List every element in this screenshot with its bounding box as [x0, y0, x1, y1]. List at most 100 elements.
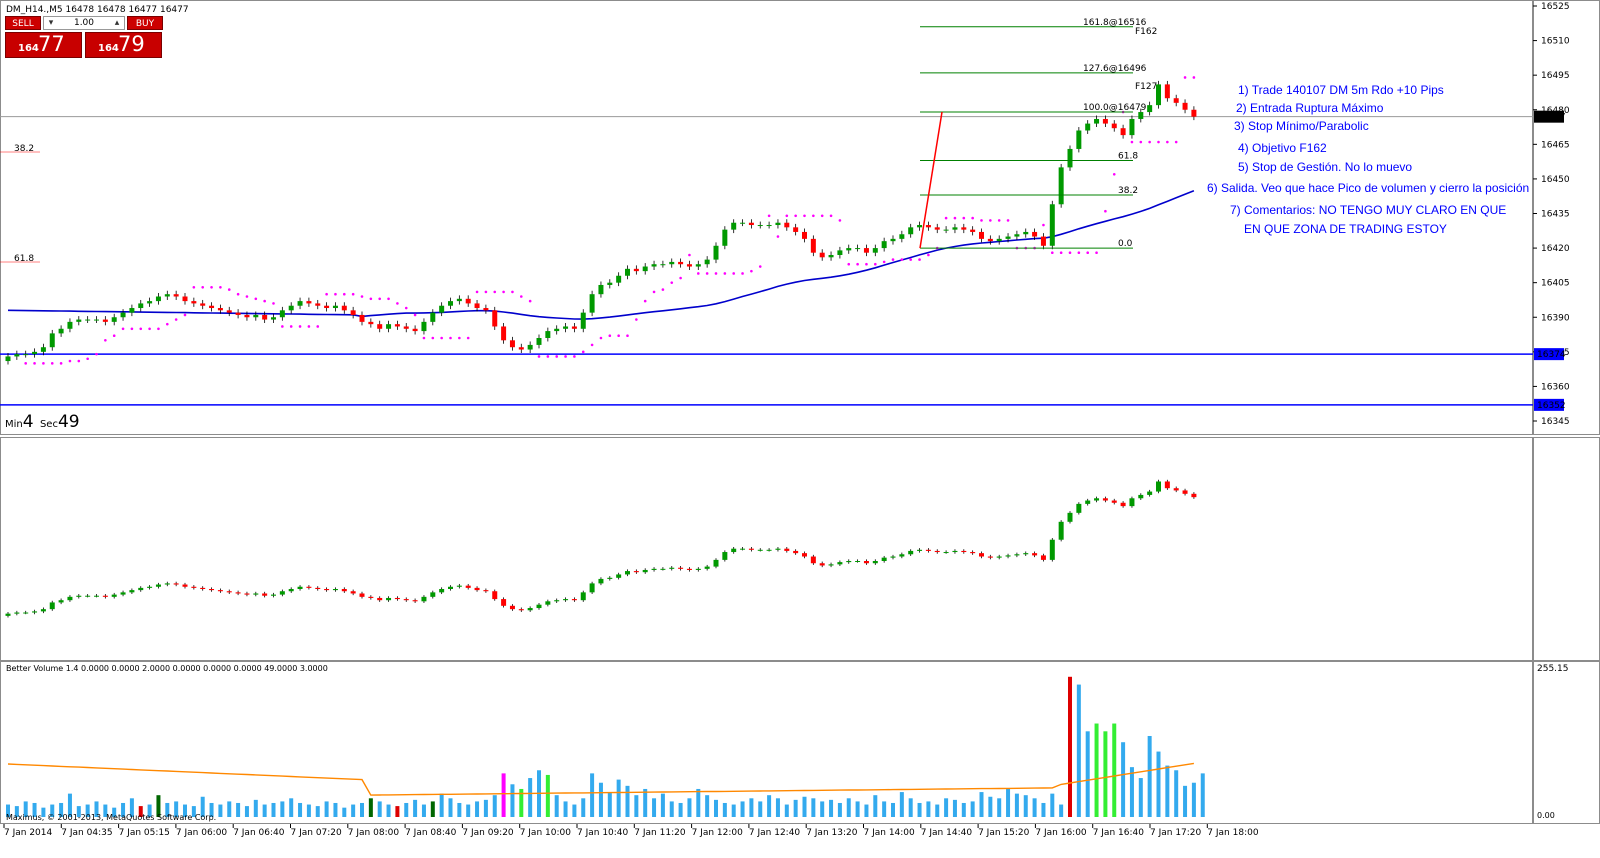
parabolic-sar-dot: [1095, 251, 1098, 254]
mid-candle-body: [147, 586, 153, 588]
timer-sec-value: 49: [57, 412, 80, 432]
parabolic-sar-dot: [909, 258, 912, 261]
parabolic-sar-dot: [776, 235, 780, 238]
mid-candle-body: [996, 556, 1002, 558]
candle-body: [85, 319, 91, 321]
price-tick-label: 16435: [1541, 210, 1570, 220]
volume-bar: [961, 802, 966, 817]
note-7: 7) Comentarios: NO TENGO MUY CLARO EN QU…: [1230, 203, 1507, 217]
candle-body: [979, 231, 984, 239]
volume-bar: [784, 804, 789, 817]
candle-body: [1005, 236, 1011, 239]
parabolic-sar-dot: [723, 272, 727, 275]
volume-bar: [864, 804, 869, 817]
volume-bar: [917, 802, 922, 817]
parabolic-sar-dot: [431, 336, 435, 340]
candle-body: [421, 321, 427, 332]
candle-body: [138, 303, 144, 309]
fibo-trend-line: [919, 111, 943, 249]
mid-candle-body: [120, 592, 126, 595]
volume-bar: [714, 799, 718, 817]
price-tick-label: 16450: [1541, 175, 1570, 185]
candle-body: [651, 264, 657, 267]
parabolic-sar-dot: [944, 216, 948, 220]
mid-candle-body: [819, 563, 825, 566]
fibo-level-label: 127.6@16496: [1083, 64, 1147, 74]
sell-price-box[interactable]: 164 77: [5, 32, 82, 58]
parabolic-sar-dot: [688, 253, 691, 257]
volume-axis-top: 255.15: [1537, 664, 1569, 674]
candle-body: [536, 338, 542, 345]
price-axis-pane: [1533, 0, 1600, 435]
mid-candle-body: [1191, 493, 1197, 498]
parabolic-sar-dot: [466, 336, 470, 340]
time-tick-label: 7 Jan 09:20: [462, 828, 514, 838]
candle-body: [1120, 128, 1126, 136]
candle-body: [474, 303, 480, 309]
sell-price-big: 77: [38, 32, 65, 56]
parabolic-sar-dot: [121, 327, 125, 331]
volume-chart[interactable]: [0, 661, 1600, 824]
mid-candle-body: [191, 586, 197, 588]
secondary-chart-pane[interactable]: [0, 437, 1533, 661]
parabolic-sar-dot: [555, 355, 558, 358]
candle-body: [102, 319, 108, 322]
candle-body: [173, 294, 179, 297]
volume-bar: [165, 802, 170, 817]
candle-body: [704, 259, 710, 265]
buy-price-box[interactable]: 164 79: [85, 32, 162, 58]
candle-body: [5, 356, 11, 362]
buy-button[interactable]: BUY: [127, 16, 163, 30]
lot-size-input[interactable]: 1.00: [73, 18, 95, 28]
volume-bar: [590, 773, 595, 817]
sell-button[interactable]: SELL: [5, 16, 41, 30]
mid-candle-body: [554, 600, 560, 602]
mid-candle-body: [235, 592, 241, 594]
candle-body: [40, 347, 46, 352]
volume-bar: [227, 801, 232, 817]
candle-body: [695, 264, 701, 267]
lot-up-arrow-icon[interactable]: ▴: [114, 18, 120, 28]
volume-bar: [360, 802, 364, 817]
mid-candle-body: [1049, 539, 1055, 560]
candle-body: [766, 225, 772, 227]
candle-body: [235, 312, 241, 315]
candle-body: [1076, 130, 1082, 149]
parabolic-sar-dot: [334, 292, 337, 296]
price-tick-label: 16510: [1541, 37, 1570, 47]
lot-size-stepper[interactable]: ▾ 1.00 ▴: [43, 16, 125, 30]
mid-candle-body: [536, 604, 542, 609]
mid-candle-body: [350, 591, 356, 594]
mid-candle-body: [1138, 494, 1144, 499]
mid-candle-body: [1040, 555, 1046, 560]
price-pane[interactable]: [0, 0, 1533, 435]
secondary-chart[interactable]: [0, 437, 1533, 661]
parabolic-sar-dot: [289, 325, 293, 328]
candle-body: [748, 222, 754, 226]
candle-body: [315, 303, 321, 306]
volume-bar: [634, 795, 639, 817]
time-tick-label: 7 Jan 08:00: [348, 828, 400, 838]
volume-bar: [315, 806, 320, 817]
parabolic-sar-dot: [1042, 223, 1045, 227]
lot-down-arrow-icon[interactable]: ▾: [48, 18, 54, 28]
parabolic-sar-dot: [661, 288, 665, 291]
parabolic-sar-dot: [351, 292, 355, 296]
price-chart[interactable]: 1652516510164951648016465164501643516420…: [0, 0, 1600, 435]
volume-bar: [209, 802, 214, 817]
left-fibo-label-a: 38.2: [14, 144, 34, 154]
candle-body: [32, 351, 38, 355]
volume-bar: [811, 798, 816, 817]
volume-pane[interactable]: [0, 661, 1533, 824]
volume-bar: [200, 796, 205, 817]
mid-candle-body: [474, 587, 480, 591]
note-5: 5) Stop de Gestión. No lo muevo: [1238, 160, 1413, 174]
mid-candle-body: [686, 568, 692, 570]
candle-body: [129, 308, 135, 313]
mid-candle-body: [492, 591, 498, 600]
note-8: EN QUE ZONA DE TRADING ESTOY: [1244, 222, 1447, 236]
mid-candle-body: [1032, 553, 1038, 556]
volume-bar: [253, 799, 258, 817]
price-tick-label: 16495: [1541, 71, 1570, 81]
mid-candle-body: [863, 561, 869, 564]
